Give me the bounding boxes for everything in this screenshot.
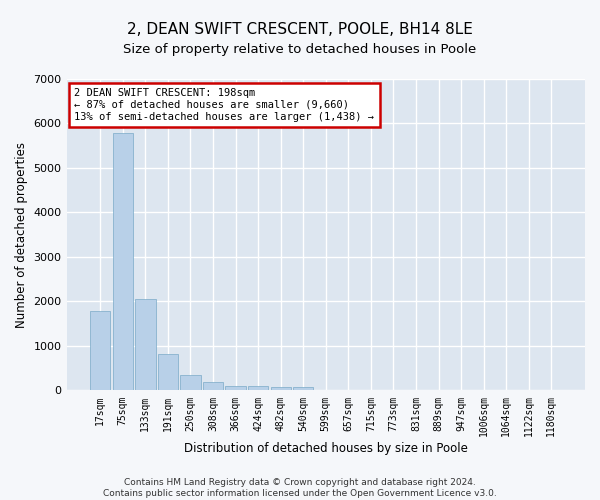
Bar [158,354,178,391]
Bar [135,299,155,390]
Text: 2, DEAN SWIFT CRESCENT, POOLE, BH14 8LE: 2, DEAN SWIFT CRESCENT, POOLE, BH14 8LE [127,22,473,38]
Text: 2 DEAN SWIFT CRESCENT: 198sqm
← 87% of detached houses are smaller (9,660)
13% o: 2 DEAN SWIFT CRESCENT: 198sqm ← 87% of d… [74,88,374,122]
Text: Contains HM Land Registry data © Crown copyright and database right 2024.
Contai: Contains HM Land Registry data © Crown c… [103,478,497,498]
Bar [293,387,313,390]
Bar [226,386,246,390]
Bar [271,387,291,390]
Text: Size of property relative to detached houses in Poole: Size of property relative to detached ho… [124,42,476,56]
X-axis label: Distribution of detached houses by size in Poole: Distribution of detached houses by size … [184,442,468,455]
Y-axis label: Number of detached properties: Number of detached properties [15,142,28,328]
Bar [113,134,133,390]
Bar [90,312,110,390]
Bar [248,386,268,390]
Bar [181,376,200,390]
Bar [203,382,223,390]
